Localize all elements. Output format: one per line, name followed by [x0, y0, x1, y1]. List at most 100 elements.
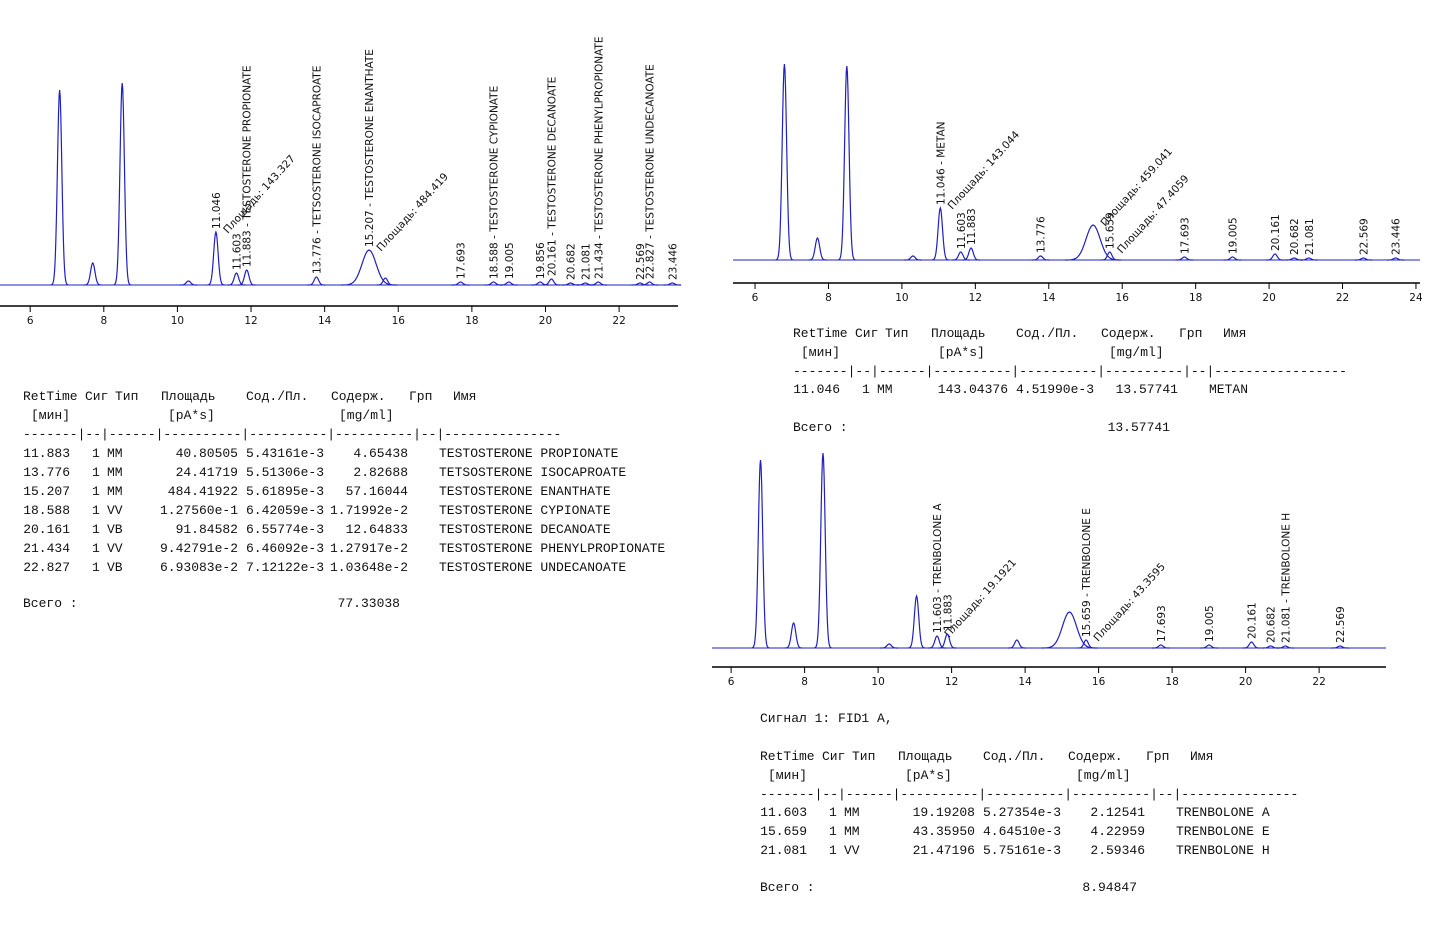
- column-header: Сиг: [85, 389, 109, 404]
- column-unit: [mg/ml]: [339, 408, 394, 423]
- peak-label: 23.446: [1391, 218, 1403, 255]
- cell: 43.35950: [912, 824, 975, 839]
- cell: 5.27354e-3: [983, 805, 1062, 820]
- cell: 11.046: [793, 382, 840, 397]
- separator: -------|--|------|----------|----------|…: [23, 427, 562, 442]
- x-tick-label: 8: [825, 292, 832, 304]
- column-header: Сод./Пл.: [983, 749, 1046, 764]
- x-tick-label: 18: [465, 315, 478, 327]
- cell: TESTOSTERONE ENANTHATE: [439, 484, 611, 499]
- cell: 1: [92, 503, 100, 518]
- peak-label: 21.081 - TRENBOLONE H: [1280, 513, 1292, 643]
- peak: [751, 459, 770, 649]
- peak: [814, 452, 832, 649]
- cell: MM: [107, 446, 123, 461]
- peak-label: 21.434 - TESTOSTERONE PHENYLPROPIONATE: [593, 36, 605, 279]
- column-unit: [pA*s]: [905, 768, 952, 783]
- peak: [1242, 641, 1261, 649]
- column-header: Сод./Пл.: [246, 389, 309, 404]
- peak: [1200, 644, 1218, 649]
- cell: 1.27917e-2: [329, 541, 408, 556]
- column-unit: [mg/ml]: [1109, 345, 1164, 360]
- cell: 6.55774e-3: [246, 522, 325, 537]
- total-value: 8.94847: [1082, 880, 1137, 895]
- cell: 2.12541: [1090, 805, 1145, 820]
- cell: 4.51990e-3: [1016, 382, 1095, 397]
- peak-label: 17.693: [1179, 217, 1191, 254]
- cell: 7.12122e-3: [246, 560, 325, 575]
- column-header: Площадь: [161, 389, 216, 404]
- column-header: Площадь: [931, 326, 986, 341]
- peak: [1031, 255, 1050, 261]
- column-header: Сиг: [822, 749, 846, 764]
- peak-label: 19.856: [535, 242, 547, 279]
- cell: 2.59346: [1090, 843, 1145, 858]
- cell: 15.659: [760, 824, 807, 839]
- cell: 22.827: [23, 560, 70, 575]
- cell: MM: [877, 382, 893, 397]
- peak: [808, 237, 827, 261]
- cell: MM: [844, 824, 860, 839]
- column-header: Сод./Пл.: [1016, 326, 1079, 341]
- cell: 24.41719: [175, 465, 238, 480]
- peak-label: 11.046 - METAN: [935, 121, 947, 205]
- column-unit: [мин]: [31, 408, 71, 423]
- cell: 1: [829, 805, 837, 820]
- total-label: Всего :: [760, 880, 815, 895]
- x-tick-label: 20: [1239, 676, 1252, 688]
- cell: TESTOSTERONE PROPIONATE: [439, 446, 619, 461]
- cell: 11.883: [23, 446, 70, 461]
- peak-label: 11.883 - TESTOSTERONE PROPIONATE: [242, 65, 254, 267]
- peak: [1041, 611, 1098, 649]
- x-tick-label: 16: [392, 315, 406, 327]
- peak-label: 11.883: [966, 208, 978, 245]
- peak-label: 22.569: [635, 243, 647, 280]
- cell: 1: [92, 446, 100, 461]
- total-label: Всего :: [793, 420, 848, 435]
- cell: 1: [92, 560, 100, 575]
- peak-label: 22.827 - TESTOSTERONE UNDECANOATE: [645, 64, 657, 279]
- peak: [880, 643, 898, 649]
- cell: 1: [862, 382, 870, 397]
- peak-label: 20.161: [1270, 214, 1282, 251]
- x-tick-label: 10: [171, 315, 184, 327]
- x-tick-label: 12: [244, 315, 257, 327]
- cell: 15.207: [23, 484, 70, 499]
- cell: 4.65438: [353, 446, 408, 461]
- column-header: Грп: [1146, 749, 1170, 764]
- cell: 6.93083e-2: [159, 560, 238, 575]
- x-tick-label: 16: [1092, 676, 1106, 688]
- cell: 1.71992e-2: [329, 503, 408, 518]
- cell: 5.51306e-3: [246, 465, 325, 480]
- peak-label: 21.081: [1304, 218, 1316, 255]
- peak: [1152, 644, 1170, 649]
- cell: MM: [107, 465, 123, 480]
- column-header: RetTime: [760, 749, 815, 764]
- cell: 1: [92, 465, 100, 480]
- cell: 6.46092e-3: [246, 541, 325, 556]
- peak-label: 20.161: [1247, 602, 1259, 639]
- total-value: 77.33038: [337, 596, 400, 611]
- peak: [589, 281, 608, 286]
- peak: [907, 594, 926, 649]
- peak-label: 17.693: [1156, 605, 1168, 642]
- column-header: Имя: [1223, 326, 1247, 341]
- cell: 19.19208: [912, 805, 975, 820]
- cell: TRENBOLONE E: [1176, 824, 1270, 839]
- peak-label: 13.776 - TETSOSTERONE ISOCAPROATE: [311, 66, 323, 274]
- column-header: Тип: [885, 326, 909, 341]
- cell: 1.03648e-2: [329, 560, 408, 575]
- peak: [237, 269, 256, 286]
- peak-label: 15.659 - TRENBOLONE E: [1081, 508, 1093, 637]
- cell: 12.64833: [345, 522, 408, 537]
- peak-label: 13.776: [1036, 216, 1048, 253]
- column-unit: [mg/ml]: [1076, 768, 1131, 783]
- cell: METAN: [1209, 382, 1249, 397]
- peak: [179, 280, 198, 286]
- cell: 57.16044: [345, 484, 408, 499]
- peak: [784, 621, 803, 649]
- peak: [837, 65, 856, 261]
- x-tick-label: 8: [801, 676, 808, 688]
- column-header: RetTime: [23, 389, 78, 404]
- area-label: Площадь: 143.044: [946, 129, 1023, 212]
